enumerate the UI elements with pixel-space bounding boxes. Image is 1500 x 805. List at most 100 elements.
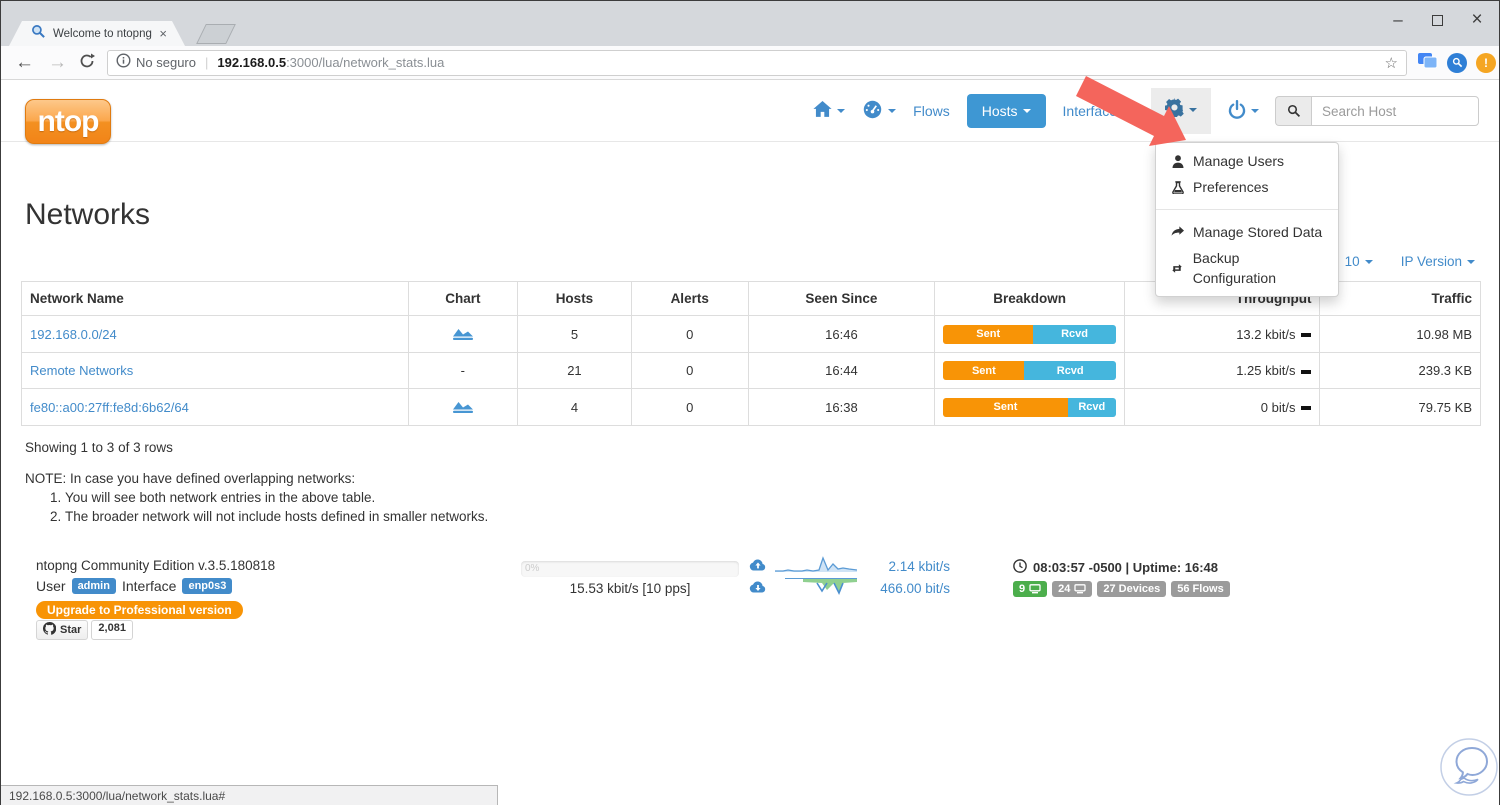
nav-hosts-button[interactable]: Hosts <box>966 94 1046 128</box>
tab-favicon-magnifier-icon <box>31 24 46 44</box>
rcvd-segment: Rcvd <box>1024 361 1116 380</box>
browser-toolbar: ← → No seguro | 192.168.0.5:3000/lua/net… <box>1 46 1499 80</box>
bookmark-star-icon[interactable]: ☆ <box>1384 54 1398 72</box>
search-host-input[interactable] <box>1311 96 1479 126</box>
nav-power-dropdown[interactable] <box>1228 99 1259 122</box>
address-bar[interactable]: No seguro | 192.168.0.5:3000/lua/network… <box>107 49 1407 76</box>
throughput-rate-text: 15.53 kbit/s [10 pps] <box>569 581 691 596</box>
monitor-icon <box>1074 584 1087 594</box>
showing-rows-text: Showing 1 to 3 of 3 rows <box>25 440 173 455</box>
nav-dashboard-dropdown[interactable] <box>862 100 897 122</box>
extensions-row: ! <box>1417 51 1496 74</box>
no-chart-dash: - <box>407 352 519 389</box>
alerts-count: 0 <box>630 388 749 426</box>
forward-button: → <box>48 52 67 73</box>
col-breakdown: Breakdown <box>934 281 1125 316</box>
share-icon <box>1170 226 1185 238</box>
stable-trend-icon <box>1301 406 1312 411</box>
hosts-count: 5 <box>517 315 632 353</box>
user-interface-row: User admin Interface enp0s3 <box>36 578 233 594</box>
network-link[interactable]: 192.168.0.0/24 <box>30 326 117 342</box>
rows-per-page-dropdown[interactable]: 10 <box>1345 254 1373 269</box>
menu-item-manage-stored-data[interactable]: Manage Stored Data <box>1156 219 1338 245</box>
search-extension-icon[interactable] <box>1447 52 1467 73</box>
network-link[interactable]: fe80::a00:27ff:fe8d:6b62/64 <box>30 399 189 415</box>
minimize-button[interactable]: – <box>1393 10 1403 29</box>
upload-sparkline <box>775 554 858 579</box>
flows-badge[interactable]: 56 Flows <box>1171 581 1230 597</box>
github-star-button[interactable]: Star <box>36 620 89 640</box>
rows-per-page-value: 10 <box>1344 254 1360 269</box>
info-icon[interactable] <box>116 53 131 73</box>
search-icon[interactable] <box>1275 96 1311 126</box>
nav-home-dropdown[interactable] <box>813 101 846 121</box>
rcvd-segment: Rcvd <box>1067 397 1116 417</box>
status-badges: 9 24 27 Devices 56 Flows <box>1013 581 1230 597</box>
menu-item-manage-users[interactable]: Manage Users <box>1156 148 1338 174</box>
tab-strip: Welcome to ntopng × – × <box>1 1 1499 46</box>
search-host-group <box>1275 96 1479 126</box>
area-chart-icon[interactable] <box>452 329 474 344</box>
interface-badge[interactable]: enp0s3 <box>182 578 233 594</box>
tab-close-icon[interactable]: × <box>159 26 167 41</box>
nav-settings-dropdown[interactable] <box>1151 88 1211 134</box>
browser-tab[interactable]: Welcome to ntopng × <box>9 21 185 46</box>
col-alerts: Alerts <box>630 281 749 316</box>
window-controls: – × <box>1339 5 1499 35</box>
user-label: User <box>36 578 66 594</box>
menu-label: Manage Stored Data <box>1193 224 1323 240</box>
browser-status-bar: 192.168.0.5:3000/lua/network_stats.lua# <box>1 785 498 805</box>
cloud-download-icon <box>749 580 767 596</box>
screenshot-extension-icon[interactable] <box>1417 51 1438 74</box>
nav-flows-link[interactable]: Flows <box>913 103 950 119</box>
main-navbar: Flows Hosts Interfaces <box>796 80 1479 142</box>
omnibox-separator: | <box>204 55 209 70</box>
edition-text: ntopng Community Edition v.3.5.180818 <box>36 558 276 573</box>
clock-icon <box>1013 559 1027 576</box>
area-chart-icon[interactable] <box>452 402 474 417</box>
updown-rates: 2.14 kbit/s 466.00 bit/s <box>749 555 950 599</box>
menu-label: Preferences <box>1193 179 1269 195</box>
menu-item-backup-configuration[interactable]: Backup Configuration <box>1156 245 1338 291</box>
stable-trend-icon <box>1301 333 1312 338</box>
maximize-button[interactable] <box>1432 14 1443 26</box>
progress-bar: 0% <box>521 561 739 577</box>
note-block: NOTE: In case you have defined overlappi… <box>25 469 488 526</box>
close-window-button[interactable]: × <box>1471 9 1483 30</box>
power-icon <box>1228 99 1246 122</box>
throughput-value: 13.2 kbit/s <box>1236 326 1296 342</box>
breakdown-bar: Sent Rcvd <box>943 397 1116 417</box>
network-link[interactable]: Remote Networks <box>30 363 134 378</box>
back-button[interactable]: ← <box>15 52 34 73</box>
table-header-row: Network Name Chart Hosts Alerts Seen Sin… <box>21 281 1481 316</box>
devices-badge[interactable]: 27 Devices <box>1097 581 1167 597</box>
github-star-count[interactable]: 2,081 <box>91 620 133 640</box>
time-uptime-row: 08:03:57 -0500 | Uptime: 16:48 <box>1013 559 1218 576</box>
local-hosts-badge[interactable]: 9 <box>1013 581 1048 597</box>
navbar-divider <box>1 141 1499 142</box>
ntop-logo-text: ntop <box>37 104 100 138</box>
tab-title: Welcome to ntopng <box>53 27 152 40</box>
menu-item-preferences[interactable]: Preferences <box>1156 174 1338 200</box>
user-badge[interactable]: admin <box>71 578 116 594</box>
new-tab-button[interactable] <box>196 24 236 44</box>
ntop-logo[interactable]: ntop <box>25 99 111 144</box>
nav-interfaces-dropdown[interactable]: Interfaces <box>1063 103 1137 119</box>
flask-icon <box>1170 180 1185 194</box>
throughput-value: 1.25 kbit/s <box>1236 363 1296 378</box>
reload-button[interactable] <box>79 53 95 73</box>
rcvd-segment: Rcvd <box>1033 324 1116 344</box>
remote-hosts-badge[interactable]: 24 <box>1052 581 1093 597</box>
retweet-icon <box>1170 263 1185 274</box>
home-icon <box>813 101 832 121</box>
settings-menu: Manage Users Preferences Manage Stored D… <box>1155 142 1339 297</box>
networks-table: Network Name Chart Hosts Alerts Seen Sin… <box>21 281 1481 426</box>
security-label: No seguro <box>136 55 196 70</box>
upgrade-badge[interactable]: Upgrade to Professional version <box>36 601 243 619</box>
warning-extension-icon[interactable]: ! <box>1476 52 1496 73</box>
monitor-icon <box>1029 584 1041 594</box>
ip-version-dropdown[interactable]: IP Version <box>1401 254 1475 269</box>
alerts-count: 0 <box>630 315 749 353</box>
menu-label: Backup Configuration <box>1192 250 1276 286</box>
page-title: Networks <box>25 198 151 231</box>
